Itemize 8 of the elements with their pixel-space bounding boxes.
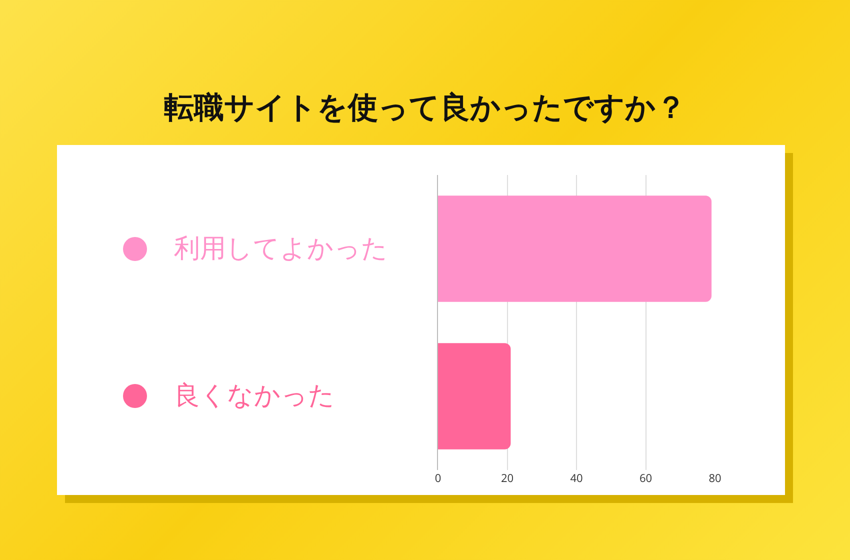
- x-tick-label: 0: [434, 471, 442, 486]
- chart-title: 転職サイトを使って良かったですか？: [164, 90, 686, 126]
- x-tick-label: 80: [708, 471, 722, 486]
- y-tick-label: 良くなかった: [174, 381, 335, 411]
- x-tick-label: 60: [639, 471, 652, 486]
- x-tick-label: 20: [500, 471, 514, 486]
- y-tick-label: 利用してよかった: [174, 234, 388, 264]
- x-tick-label: 40: [570, 471, 583, 486]
